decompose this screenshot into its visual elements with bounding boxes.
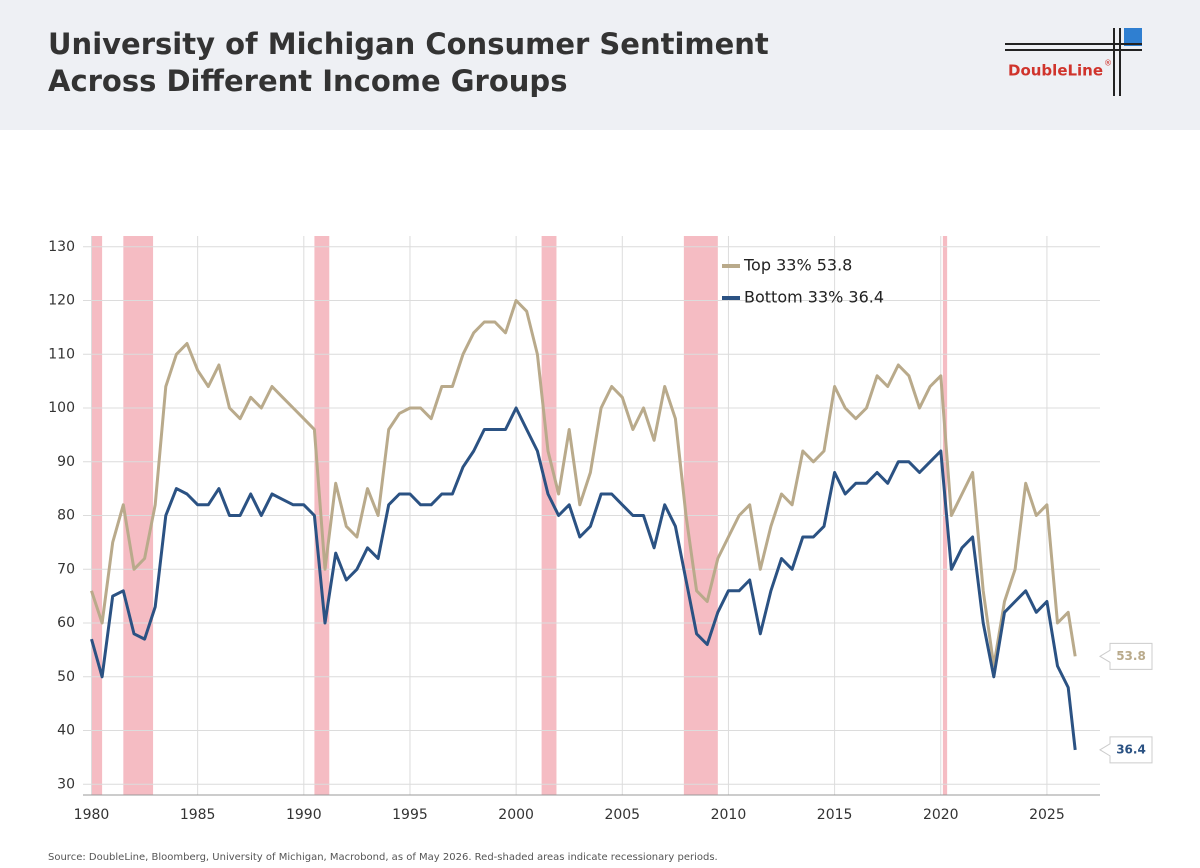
x-tick-label: 2010 — [711, 807, 747, 823]
source-note: Source: DoubleLine, Bloomberg, Universit… — [48, 852, 718, 863]
x-tick-label: 1980 — [74, 807, 110, 823]
y-tick-label: 30 — [57, 776, 75, 792]
logo-text: DoubleLine — [1008, 62, 1103, 80]
y-tick-label: 40 — [57, 723, 75, 739]
title: University of Michigan Consumer Sentimen… — [48, 27, 769, 61]
title: Across Different Income Groups — [48, 64, 567, 98]
legend-label: Top 33% 53.8 — [743, 256, 852, 275]
end-value-label: 36.4 — [1116, 742, 1146, 756]
series-line — [90, 406, 1077, 751]
header-band — [0, 0, 1200, 130]
y-tick-label: 130 — [48, 239, 75, 255]
legend-label: Bottom 33% 36.4 — [744, 288, 884, 307]
callout-box — [1099, 736, 1153, 764]
y-tick-label: 100 — [48, 400, 75, 416]
logo: DoubleLine ® — [1005, 28, 1142, 96]
x-tick-label: 1990 — [286, 807, 322, 823]
y-tick-label: 50 — [57, 669, 75, 685]
y-tick-label: 90 — [57, 454, 75, 470]
series-line — [90, 299, 1077, 668]
x-tick-label: 2020 — [923, 807, 959, 823]
logo-mark: ® — [1104, 59, 1112, 68]
y-tick-label: 60 — [57, 615, 75, 631]
y-tick-label: 80 — [57, 508, 75, 524]
x-tick-label: 2025 — [1029, 807, 1065, 823]
x-tick-label: 1995 — [392, 807, 428, 823]
x-tick-label: 2005 — [604, 807, 640, 823]
end-value-label: 53.8 — [1116, 649, 1146, 663]
x-tick-label: 2000 — [498, 807, 534, 823]
callout-box — [1099, 642, 1153, 670]
y-tick-label: 110 — [48, 346, 75, 362]
x-tick-label: 2015 — [817, 807, 853, 823]
y-tick-label: 70 — [57, 561, 75, 577]
logo-square — [1124, 28, 1142, 46]
y-tick-label: 120 — [48, 293, 75, 309]
x-tick-label: 1985 — [180, 807, 216, 823]
